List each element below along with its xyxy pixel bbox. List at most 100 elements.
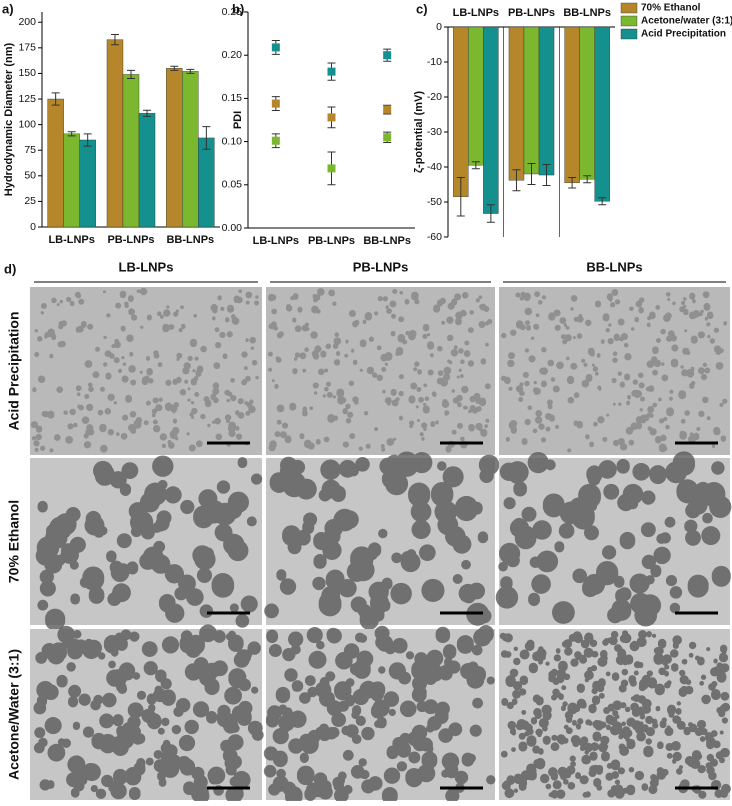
point (327, 67, 336, 76)
point (327, 113, 336, 122)
legend-swatch (620, 28, 638, 40)
bar (122, 74, 140, 228)
bar (182, 71, 199, 228)
point (271, 43, 280, 52)
x-tick-label: LB-LNPs (453, 7, 499, 19)
bar (508, 26, 525, 181)
y-tick-label: 50 (24, 170, 36, 182)
error-bar (127, 69, 135, 80)
particles (495, 451, 732, 627)
error-bar (486, 204, 495, 223)
y-axis-label: ζ-potential (mV) (413, 91, 425, 173)
point (383, 51, 392, 60)
y-tick-label: 0.25 (222, 6, 243, 18)
error-bar (598, 197, 607, 206)
legend-label: 70% Ethanol (641, 3, 701, 14)
y-tick-label: 0 (436, 21, 442, 33)
error-bar (202, 126, 211, 150)
x-tick-label: PB-LNPs (107, 234, 154, 246)
bar (594, 26, 610, 202)
error-bar (568, 177, 577, 189)
y-tick-label: 0.05 (222, 179, 243, 191)
y-tick-label: 100 (18, 118, 36, 130)
bar (198, 137, 215, 228)
x-tick-label: BB-LNPs (363, 235, 411, 247)
point (327, 164, 336, 173)
bar (579, 26, 595, 180)
bar (538, 26, 555, 176)
panel-label: b) (232, 1, 244, 16)
y-tick-label: 150 (18, 67, 36, 79)
error-bar (67, 131, 76, 137)
particles (499, 630, 731, 799)
y-tick-label: 25 (24, 195, 36, 207)
bar (138, 113, 156, 228)
y-tick-label: -20 (427, 91, 442, 103)
bar (564, 26, 580, 183)
column-label: LB-LNPs (119, 259, 174, 274)
x-tick-label: BB-LNPs (563, 7, 611, 19)
y-tick-label: 75 (24, 144, 36, 156)
point (383, 105, 392, 114)
bar (47, 98, 64, 228)
bar (79, 139, 96, 228)
particles (33, 624, 264, 804)
error-bar (186, 68, 195, 74)
error-bar (456, 177, 465, 217)
row-label: 70% Ethanol (6, 500, 22, 583)
y-tick-label: -50 (427, 196, 442, 208)
row-label: Acid Precipitation (6, 311, 22, 430)
y-axis-label: PDI (232, 111, 244, 129)
y-tick-label: 0 (30, 221, 36, 233)
point (383, 133, 392, 142)
x-tick-label: LB-LNPs (48, 234, 94, 246)
error-bar (143, 109, 152, 117)
error-bar (542, 164, 551, 187)
legend-label: Acid Precipitation (641, 29, 726, 40)
y-tick-label: 0.10 (222, 135, 243, 147)
bar (468, 26, 484, 166)
panel-label: d) (4, 261, 16, 276)
y-tick-label: 175 (18, 42, 36, 54)
error-bar (471, 161, 480, 170)
error-bar (170, 65, 179, 71)
panel-label: a) (2, 1, 14, 16)
y-tick-label: -30 (427, 126, 442, 138)
x-tick-label: BB-LNPs (166, 234, 214, 246)
panel-label: c) (416, 1, 428, 16)
error-bar (110, 34, 119, 46)
bar (106, 39, 124, 228)
particles (500, 288, 728, 453)
y-tick-label: 0.15 (222, 92, 243, 104)
x-tick-label: PB-LNPs (508, 7, 555, 19)
legend-label: Acetone/water (3:1) (641, 16, 732, 27)
column-label: PB-LNPs (353, 259, 409, 274)
error-bar (512, 169, 521, 192)
micrograph (30, 287, 262, 455)
bar (483, 26, 499, 214)
y-tick-label: 0.20 (222, 49, 243, 61)
column-label: BB-LNPs (586, 259, 642, 274)
bar (166, 68, 183, 228)
error-bar (527, 163, 536, 185)
error-bar (51, 92, 60, 106)
particles (30, 287, 260, 453)
particles (267, 288, 493, 453)
y-tick-label: 200 (18, 16, 36, 28)
legend-swatch (620, 2, 638, 14)
y-tick-label: 125 (18, 93, 36, 105)
row-label: Acetone/Water (3:1) (6, 649, 22, 780)
y-tick-label: -10 (427, 56, 442, 68)
x-tick-label: LB-LNPs (253, 235, 299, 247)
y-tick-label: -40 (427, 161, 442, 173)
y-tick-label: -60 (427, 231, 442, 243)
particles (263, 625, 496, 806)
point (271, 136, 280, 145)
bar (453, 26, 469, 197)
particles (35, 455, 263, 631)
x-tick-label: PB-LNPs (308, 235, 355, 247)
bar (523, 26, 540, 175)
point (271, 99, 280, 108)
error-bar (583, 175, 592, 184)
